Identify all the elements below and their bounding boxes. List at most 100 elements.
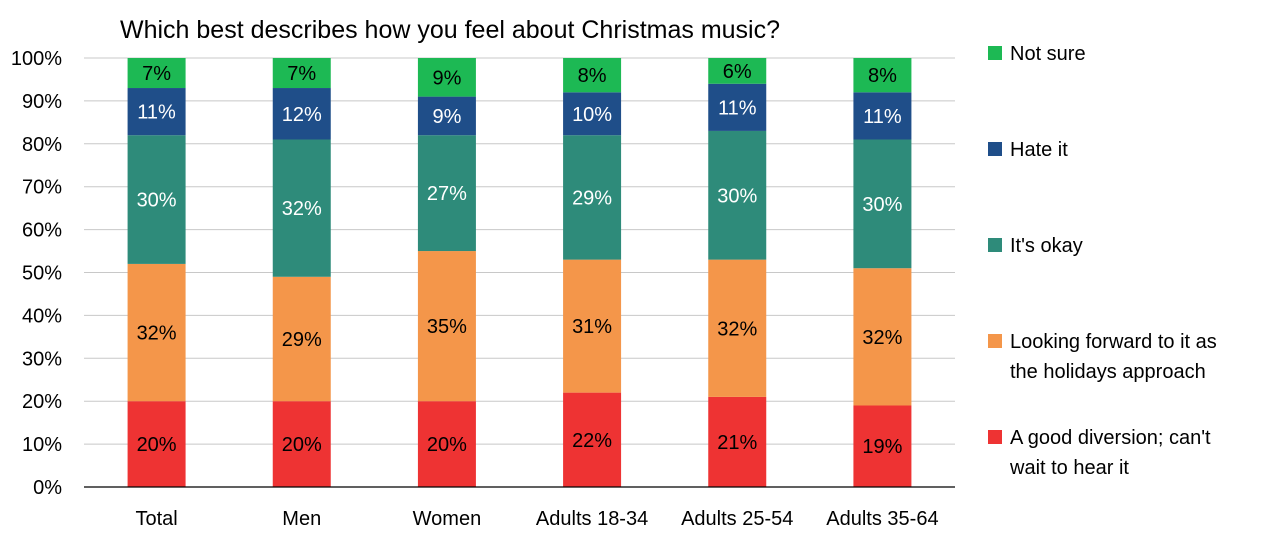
data-label: 30% — [137, 190, 177, 212]
data-label: 29% — [572, 187, 612, 209]
bar-stack: 20% 29% 32% 12% 7% — [272, 58, 331, 487]
y-tick-label: 60% — [22, 220, 62, 242]
legend-label: the holidays approach — [1010, 361, 1206, 383]
x-axis: Total Men Women Adults 18-34 Adults 25-54 Adu… — [84, 486, 955, 530]
bar-segment — [417, 96, 476, 136]
legend: Not sure Hate it It's okay Looking forward … — [988, 43, 1217, 479]
y-axis: 0% 10% 20% 30% 40% 50% 60% 70% 80% 90% 100% — [11, 48, 62, 499]
legend-label: Hate it — [1010, 139, 1068, 161]
data-label: 7% — [142, 63, 171, 85]
bar-segment — [708, 83, 767, 131]
data-label: 32% — [137, 323, 177, 345]
chart-title: Which best describes how you feel about … — [120, 16, 780, 44]
data-label: 31% — [572, 316, 612, 338]
y-tick-label: 40% — [22, 305, 62, 327]
bar-segment — [417, 251, 476, 402]
legend-swatch — [988, 142, 1002, 156]
bar-segment — [708, 130, 767, 260]
data-label: 35% — [427, 316, 467, 338]
bar-segment — [708, 396, 767, 487]
bar-stack: 21% 32% 30% 11% 6% — [708, 58, 767, 487]
legend-item: Looking forward to it as the holidays app… — [988, 331, 1217, 383]
data-label: 30% — [862, 194, 902, 216]
bars: 20% 32% 30% 11% 7% 20% 29% 32% 12% 7% 20% 35% 27% 9% 9… — [127, 58, 912, 487]
legend-swatch — [988, 46, 1002, 60]
bar-segment — [708, 259, 767, 397]
x-tick-label: Women — [413, 508, 482, 530]
legend-label: Not sure — [1010, 43, 1086, 65]
x-tick-label: Adults 25-54 — [681, 508, 793, 530]
legend-label: A good diversion; can't — [1010, 427, 1211, 449]
legend-label: It's okay — [1010, 235, 1083, 257]
data-label: 21% — [717, 432, 757, 454]
bar-segment — [417, 135, 476, 252]
bar-segment — [127, 263, 186, 402]
bar-segment — [563, 259, 622, 393]
bar-segment — [853, 92, 912, 140]
gridlines — [84, 57, 955, 445]
data-label: 32% — [717, 318, 757, 340]
legend-item: A good diversion; can't wait to hear it — [988, 427, 1211, 479]
bar-segment — [563, 92, 622, 136]
data-label: 20% — [137, 434, 177, 456]
data-label: 19% — [862, 436, 902, 458]
x-tick-label: Total — [135, 508, 177, 530]
data-label: 9% — [432, 106, 461, 128]
bar-segment — [853, 139, 912, 269]
data-label: 29% — [282, 329, 322, 351]
bar-stack: 22% 31% 29% 10% 8% — [563, 58, 622, 487]
bar-segment — [853, 58, 912, 93]
bar-segment — [708, 58, 767, 84]
legend-item: Not sure — [988, 43, 1086, 65]
x-tick-label: Adults 35-64 — [826, 508, 938, 530]
bar-stack: 20% 32% 30% 11% 7% — [127, 58, 186, 487]
bar-segment — [563, 392, 622, 487]
data-label: 10% — [572, 104, 612, 126]
y-tick-label: 30% — [22, 348, 62, 370]
bar-segment — [563, 58, 622, 93]
bar-segment — [272, 88, 331, 140]
y-tick-label: 90% — [22, 91, 62, 113]
data-label: 11% — [137, 102, 176, 124]
data-label: 6% — [723, 61, 752, 83]
x-tick-label: Adults 18-34 — [536, 508, 648, 530]
bar-segment — [563, 135, 622, 260]
data-label: 11% — [718, 97, 757, 119]
bar-segment — [127, 58, 186, 89]
bar-segment — [853, 405, 912, 487]
legend-swatch — [988, 430, 1002, 444]
data-label: 8% — [578, 65, 607, 87]
bar-segment — [417, 58, 476, 97]
y-tick-label: 20% — [22, 391, 62, 413]
x-tick-label: Men — [282, 508, 321, 530]
data-label: 32% — [282, 198, 322, 220]
bar-segment — [272, 276, 331, 402]
bar-segment — [127, 88, 186, 136]
bar-segment — [272, 401, 331, 487]
y-tick-label: 10% — [22, 434, 62, 456]
bar-segment — [127, 135, 186, 264]
bar-segment — [853, 268, 912, 406]
data-label: 12% — [282, 104, 322, 126]
legend-swatch — [988, 334, 1002, 348]
legend-label: Looking forward to it as — [1010, 331, 1217, 353]
bar-segment — [272, 139, 331, 277]
y-tick-label: 0% — [33, 477, 62, 499]
bar-segment — [417, 401, 476, 487]
bar-stack: 19% 32% 30% 11% 8% — [853, 58, 912, 487]
data-label: 30% — [717, 185, 757, 207]
bar-segment — [272, 58, 331, 89]
legend-label: wait to hear it — [1009, 457, 1129, 479]
data-label: 9% — [432, 67, 461, 89]
data-label: 20% — [427, 434, 467, 456]
data-label: 22% — [572, 430, 612, 452]
y-tick-label: 50% — [22, 263, 62, 285]
bar-stack: 20% 35% 27% 9% 9% — [417, 58, 476, 487]
legend-item: It's okay — [988, 235, 1083, 257]
legend-item: Hate it — [988, 139, 1068, 161]
data-label: 8% — [868, 65, 897, 87]
data-label: 7% — [287, 63, 316, 85]
data-label: 27% — [427, 183, 467, 205]
data-label: 11% — [863, 106, 902, 128]
